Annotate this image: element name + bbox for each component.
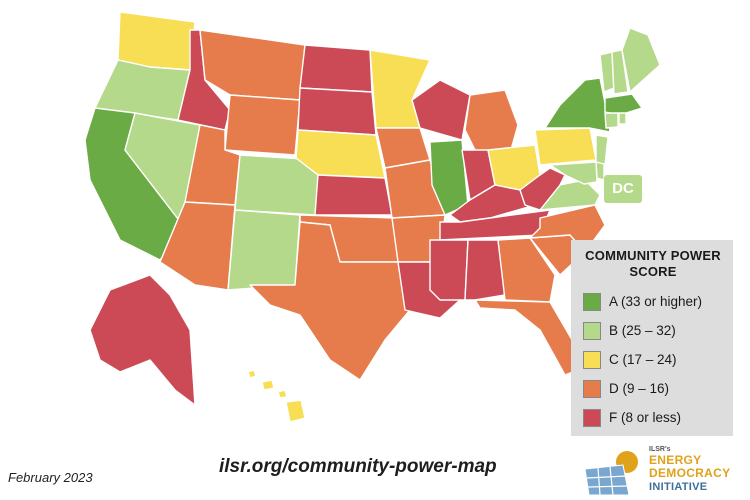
state-nd	[299, 44, 373, 93]
legend-label: B (25 – 32)	[609, 323, 676, 338]
legend-item-b: B (25 – 32)	[583, 316, 723, 345]
logo-line-3: INITIATIVE	[649, 481, 708, 493]
legend-label: D (9 – 16)	[609, 381, 670, 396]
legend: COMMUNITY POWER SCORE A (33 or higher) B…	[571, 240, 733, 436]
swatch-c	[583, 350, 601, 369]
swatch-f	[583, 408, 601, 427]
state-ct	[604, 112, 619, 129]
state-wv	[519, 167, 566, 211]
state-nm	[227, 209, 301, 291]
logo-line-1: ENERGY	[649, 453, 702, 467]
state-mt	[199, 29, 306, 101]
swatch-d	[583, 379, 601, 398]
state-hi	[247, 369, 306, 423]
swatch-a	[583, 292, 601, 311]
state-al	[464, 239, 506, 301]
state-nj	[595, 134, 609, 166]
legend-item-d: D (9 – 16)	[583, 374, 723, 403]
state-ms	[429, 239, 469, 301]
state-fl	[474, 299, 579, 376]
source-url[interactable]: ilsr.org/community-power-map	[219, 456, 497, 477]
dc-badge: DC	[604, 175, 642, 203]
legend-item-c: C (17 – 24)	[583, 345, 723, 374]
state-ny	[544, 77, 611, 133]
state-nh	[611, 49, 629, 95]
state-sd	[297, 87, 377, 136]
swatch-b	[583, 321, 601, 340]
legend-item-a: A (33 or higher)	[583, 287, 723, 316]
legend-label: A (33 or higher)	[609, 294, 703, 309]
legend-item-f: F (8 or less)	[583, 403, 723, 432]
state-wa	[117, 11, 196, 71]
legend-label: C (17 – 24)	[609, 352, 677, 367]
logo-org: ILSR's	[649, 446, 671, 453]
state-ak	[89, 274, 196, 406]
legend-label: F (8 or less)	[609, 410, 682, 425]
solar-panel-icon	[584, 451, 638, 496]
state-ri	[618, 112, 627, 125]
state-pa	[534, 127, 597, 166]
state-md	[549, 161, 598, 185]
state-tx	[249, 221, 411, 381]
state-me	[621, 27, 661, 93]
state-wy	[224, 94, 301, 156]
state-wi	[411, 79, 471, 141]
state-az	[159, 201, 236, 291]
state-ma	[604, 93, 643, 116]
state-ga	[497, 237, 556, 303]
logo-line-2: DEMOCRACY	[649, 466, 731, 480]
energy-democracy-logo: ILSR's ENERGY DEMOCRACY INITIATIVE	[583, 445, 747, 497]
date-label: February 2023	[8, 470, 93, 485]
state-ks	[314, 174, 393, 216]
legend-title: COMMUNITY POWER SCORE	[585, 248, 721, 279]
